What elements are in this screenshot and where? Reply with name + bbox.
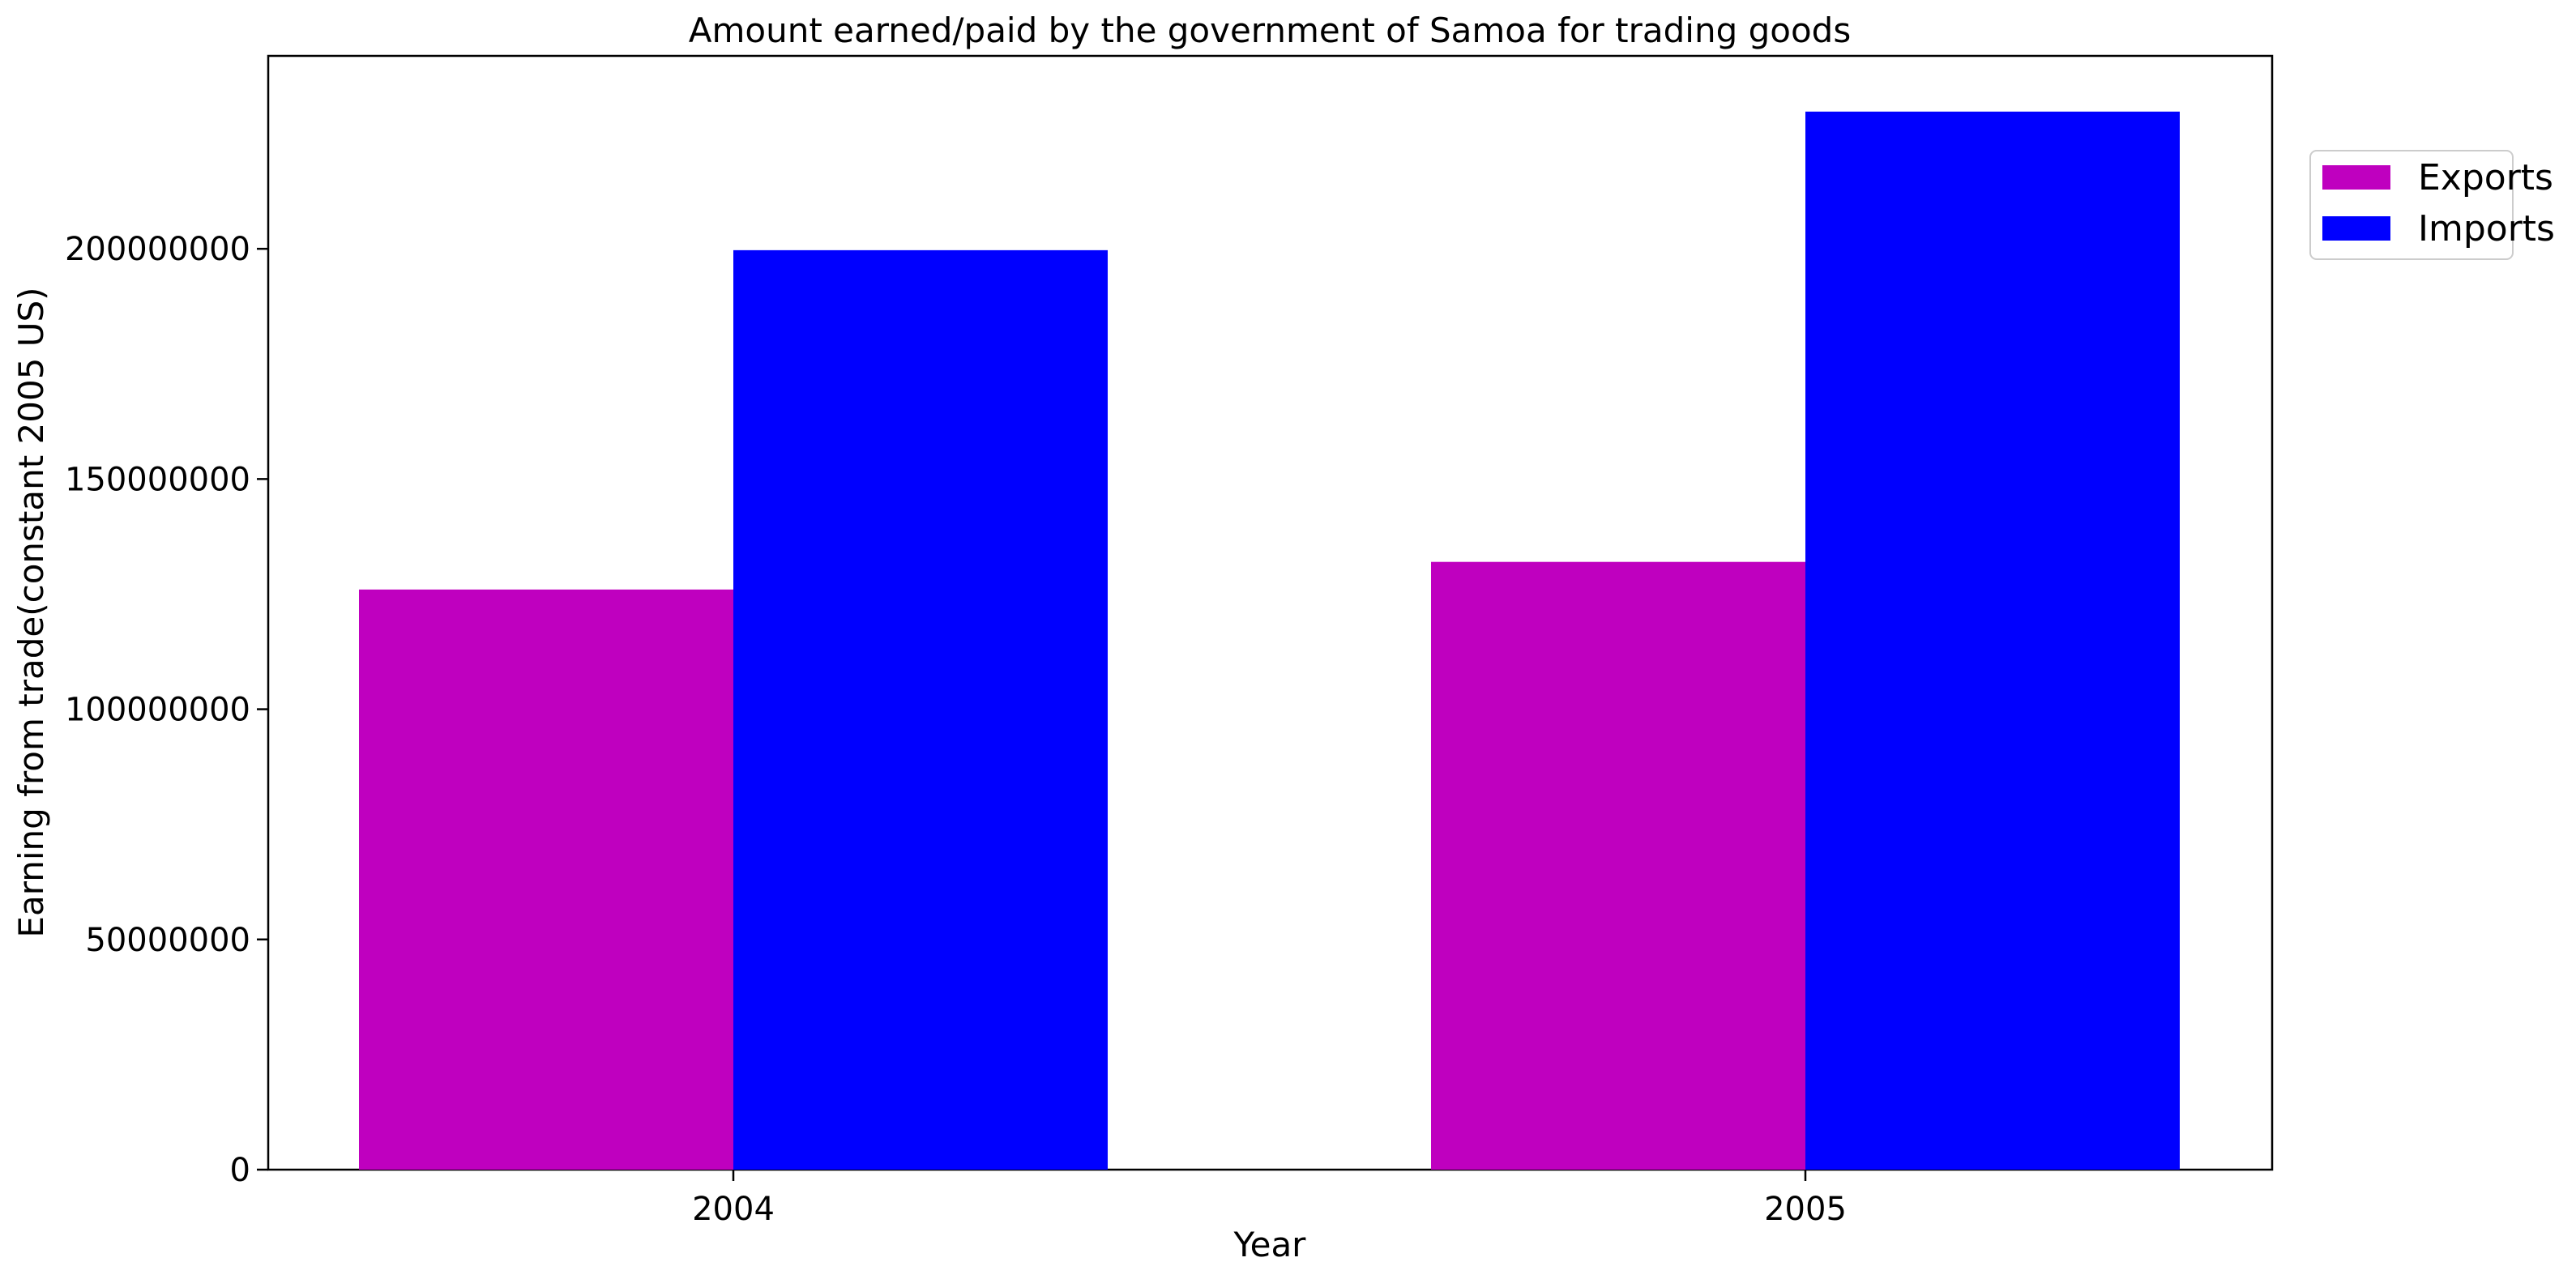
legend-label-imports: Imports	[2418, 208, 2555, 249]
y-tick-label: 150000000	[65, 461, 250, 498]
y-tick-label: 0	[230, 1152, 250, 1189]
x-axis-ticks: 2004 2005	[692, 1170, 1847, 1228]
legend: Exports Imports	[2309, 150, 2555, 260]
x-axis-label: Year	[1233, 1225, 1307, 1264]
chart-title: Amount earned/paid by the government of …	[689, 11, 1851, 50]
plot-area-frame	[267, 54, 2274, 1171]
y-tick-label: 50000000	[85, 922, 250, 959]
bar-exports-2005	[1431, 561, 1805, 1170]
y-axis-label: Earning from trade(constant 2005 US)	[11, 287, 51, 937]
x-tick-label: 2005	[1764, 1191, 1847, 1228]
y-tick-label: 200000000	[65, 231, 250, 268]
bar-imports-2005	[1805, 111, 2180, 1170]
legend-label-exports: Exports	[2418, 157, 2553, 198]
legend-swatch-imports	[2322, 216, 2390, 241]
bars-group	[359, 111, 2180, 1170]
bar-imports-2004	[733, 249, 1108, 1170]
legend-swatch-exports	[2322, 165, 2390, 190]
y-tick-label: 100000000	[65, 692, 250, 729]
x-tick-label: 2004	[692, 1191, 775, 1228]
y-axis-ticks: 0 50000000 100000000 150000000 200000000	[65, 231, 268, 1189]
bar-exports-2004	[359, 589, 733, 1170]
